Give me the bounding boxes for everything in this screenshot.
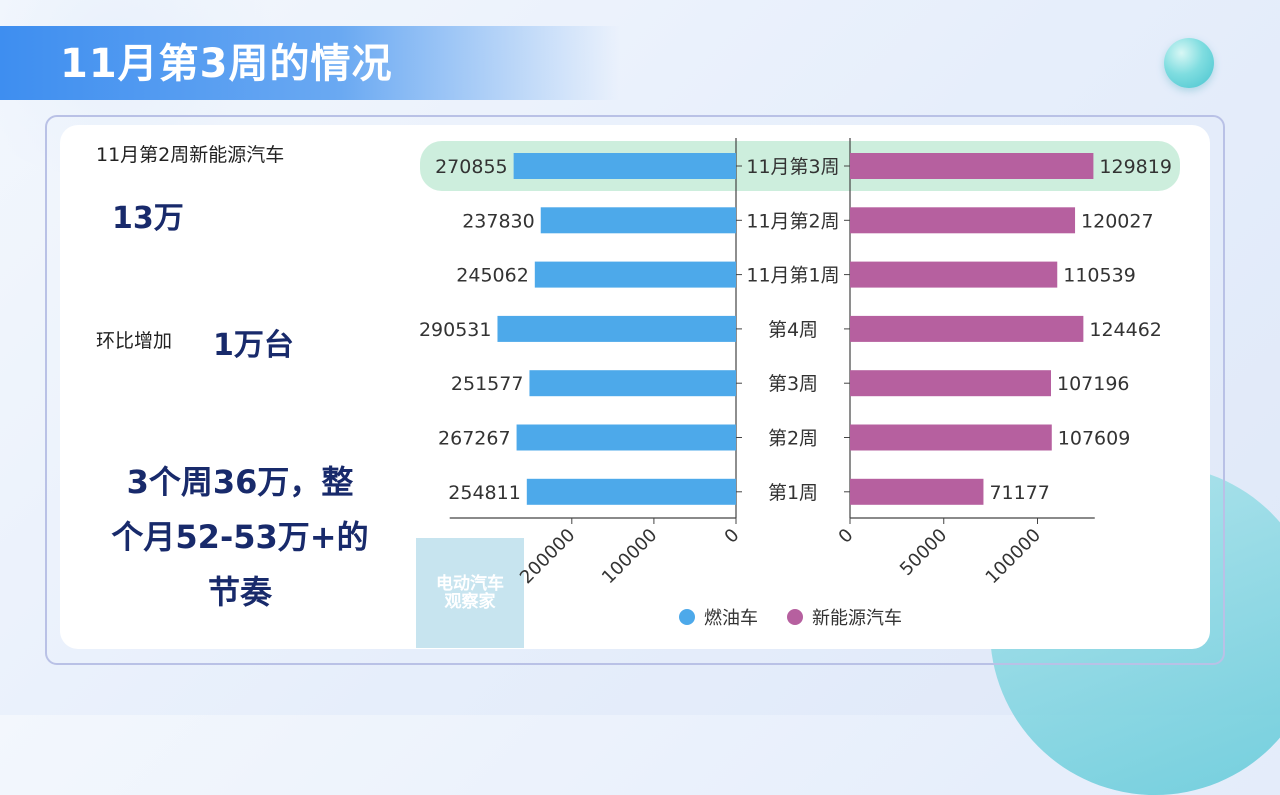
summary-text: 3个周36万，整 个月52-53万+的 节奏: [90, 455, 390, 620]
nev-bar: [850, 424, 1052, 451]
left-axis-tick-label: 200000: [516, 525, 579, 588]
content-frame: [45, 115, 1225, 665]
prev-week-label: 11月第2周新能源汽车: [96, 144, 285, 166]
nev-value-label: 124462: [1089, 319, 1162, 341]
category-label: 11月第2周: [746, 210, 839, 232]
nev-bar: [850, 153, 1094, 179]
right-axis-tick-label: 50000: [896, 525, 951, 580]
page-title: 11月第3周的情况: [60, 41, 393, 87]
fuel-bar: [529, 370, 736, 397]
fuel-bar: [534, 261, 736, 288]
category-label: 第4周: [768, 319, 818, 341]
legend-marker-fuel: [679, 609, 695, 625]
category-label: 第2周: [768, 428, 818, 450]
butterfly-bar-chart: 270855 129819 11月第3周 237830 120027 11月第2周 2450…: [419, 138, 1180, 629]
watermark-logo: 电动汽车 观察家: [416, 538, 524, 648]
right-axis-tick-label: 100000: [982, 525, 1045, 588]
fuel-value-label: 267267: [438, 428, 511, 450]
fuel-value-label: 245062: [456, 265, 529, 287]
category-label: 第3周: [768, 373, 818, 395]
fuel-value-label: 237830: [462, 210, 535, 232]
prev-week-value: 13万: [112, 201, 184, 236]
fuel-bar: [497, 315, 736, 342]
nev-value-label: 107196: [1057, 373, 1130, 395]
fuel-bar: [526, 478, 736, 505]
fuel-value-label: 251577: [451, 373, 524, 395]
category-label: 第1周: [768, 482, 818, 504]
summary-line: 个月52-53万+的: [111, 518, 369, 556]
category-label: 11月第3周: [746, 156, 839, 178]
title-band: [0, 26, 620, 100]
nev-value-label: 129819: [1099, 156, 1172, 178]
growth-value: 1万台: [213, 328, 294, 363]
fuel-value-label: 270855: [435, 156, 508, 178]
decorative-orb: [1164, 38, 1214, 88]
nev-bar: [850, 478, 984, 505]
fuel-value-label: 254811: [448, 482, 521, 504]
growth-label: 环比增加: [96, 330, 173, 352]
nev-value-label: 107609: [1058, 428, 1131, 450]
fuel-value-label: 290531: [419, 319, 492, 341]
nev-value-label: 71177: [989, 482, 1049, 504]
watermark-line: 观察家: [444, 592, 496, 612]
summary-line: 3个周36万，整: [126, 463, 354, 501]
legend-marker-nev: [787, 609, 803, 625]
nev-value-label: 110539: [1063, 265, 1136, 287]
nev-bar: [850, 370, 1051, 397]
nev-bar: [850, 315, 1084, 342]
watermark-line: 电动汽车: [436, 574, 504, 594]
legend-label-nev: 新能源汽车: [812, 608, 902, 629]
fuel-bar: [513, 153, 736, 179]
left-axis-tick-label: 100000: [598, 525, 661, 588]
category-label: 11月第1周: [746, 265, 839, 287]
legend-label-fuel: 燃油车: [704, 608, 758, 629]
summary-line: 节奏: [207, 573, 272, 611]
fuel-bar: [516, 424, 736, 451]
right-axis-tick-label: 0: [835, 525, 858, 548]
nev-bar: [850, 261, 1058, 288]
nev-bar: [850, 207, 1076, 234]
left-axis-tick-label: 0: [721, 525, 744, 548]
nev-value-label: 120027: [1081, 210, 1154, 232]
fuel-bar: [540, 207, 736, 234]
